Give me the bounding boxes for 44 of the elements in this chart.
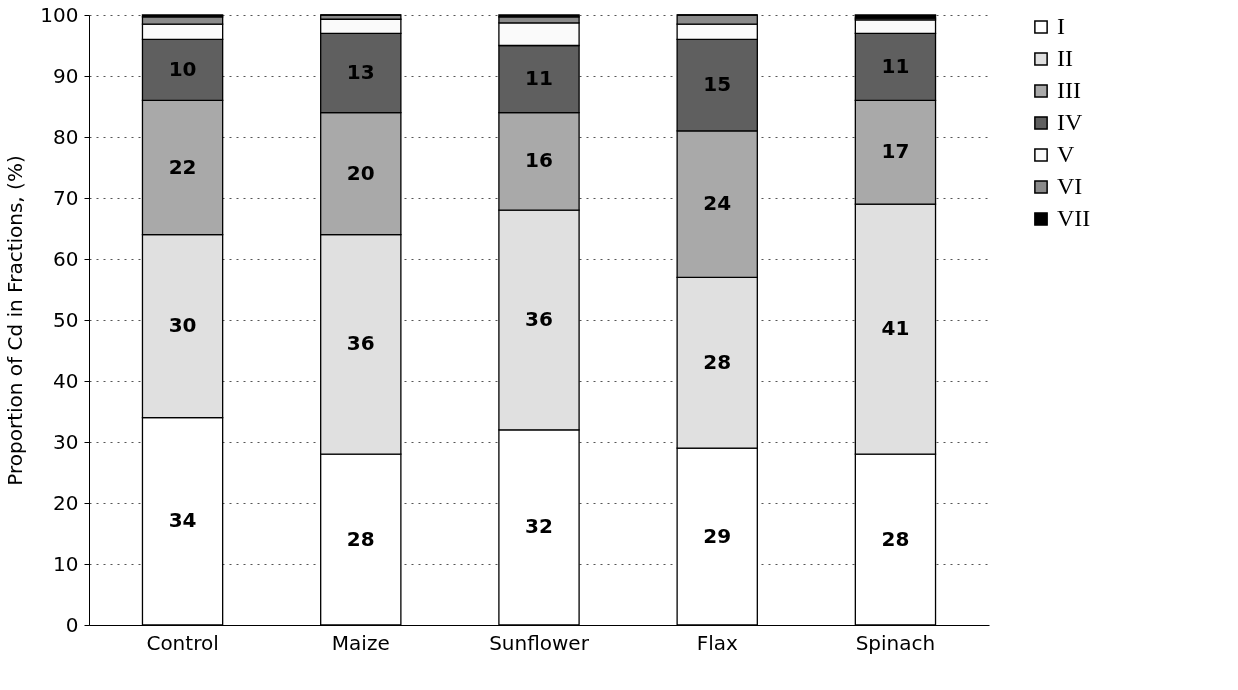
data-label: 16	[525, 148, 553, 173]
data-label: 34	[168, 508, 197, 533]
data-label: 28	[881, 526, 910, 551]
y-axis-title: Proportion of Cd in Fractions, (%)	[3, 155, 28, 486]
y-tick-label: 100	[40, 2, 79, 27]
data-label: 36	[525, 307, 553, 331]
data-label: 36	[346, 331, 375, 356]
data-label: 10	[168, 56, 197, 81]
legend-label: VII	[1057, 205, 1091, 231]
data-label: 28	[346, 526, 375, 551]
data-label: 29	[703, 523, 732, 548]
y-tick-label: 30	[53, 429, 79, 454]
y-tick-label: 40	[53, 368, 79, 393]
y-tick-label: 70	[53, 185, 79, 210]
data-label: 32	[525, 514, 553, 539]
legend-label: IV	[1057, 109, 1083, 135]
legend-label: I	[1057, 13, 1065, 39]
data-label: 15	[703, 72, 732, 97]
legend-label: III	[1057, 77, 1081, 103]
legend-label: V	[1057, 141, 1075, 167]
x-tick-label: Flax	[696, 630, 738, 655]
y-tick-label: 0	[65, 612, 79, 637]
data-label: 41	[881, 316, 910, 341]
y-tick-label: 50	[53, 307, 79, 332]
data-label: 11	[525, 66, 553, 91]
data-label: 17	[881, 139, 910, 164]
x-tick-label: Spinach	[855, 630, 936, 655]
y-tick-label: 60	[53, 246, 79, 271]
data-label: 30	[168, 313, 197, 338]
data-label: 13	[346, 59, 375, 84]
data-label: 24	[703, 191, 732, 216]
legend-label: VI	[1057, 173, 1083, 199]
x-tick-label: Maize	[331, 630, 390, 655]
y-tick-label: 10	[53, 551, 79, 576]
y-tick-label: 20	[53, 490, 79, 515]
y-tick-label: 80	[53, 124, 79, 149]
x-tick-label: Control	[146, 630, 219, 655]
data-label: 28	[703, 349, 732, 374]
data-label: 22	[168, 154, 197, 179]
data-label: 20	[346, 160, 375, 185]
x-tick-label: Sunflower	[489, 630, 590, 655]
y-tick-label: 90	[53, 63, 79, 88]
legend-label: II	[1057, 45, 1073, 71]
data-label: 11	[881, 53, 910, 78]
